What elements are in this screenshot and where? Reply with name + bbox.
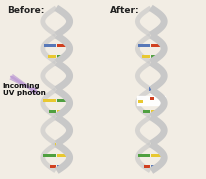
- Bar: [56, 110, 63, 113]
- Text: Incoming
UV photon: Incoming UV photon: [3, 83, 45, 96]
- Bar: [43, 154, 56, 157]
- Bar: [49, 165, 56, 168]
- Bar: [150, 44, 162, 47]
- Bar: [137, 100, 143, 103]
- Bar: [150, 110, 158, 113]
- Bar: [55, 143, 56, 146]
- Bar: [144, 165, 150, 168]
- Bar: [56, 99, 69, 102]
- Bar: [150, 165, 157, 168]
- Bar: [143, 110, 150, 113]
- Bar: [48, 110, 56, 113]
- Bar: [56, 165, 62, 168]
- Bar: [150, 143, 151, 146]
- Bar: [148, 87, 152, 91]
- Text: After:: After:: [109, 6, 139, 15]
- Bar: [44, 44, 56, 47]
- Bar: [56, 55, 64, 58]
- Bar: [149, 143, 150, 146]
- Bar: [56, 143, 57, 146]
- Text: Before:: Before:: [7, 6, 44, 15]
- Bar: [56, 44, 68, 47]
- Bar: [150, 55, 158, 58]
- Bar: [137, 154, 150, 157]
- Bar: [48, 55, 56, 58]
- Bar: [138, 44, 150, 47]
- Bar: [149, 97, 153, 100]
- Bar: [142, 55, 150, 58]
- Bar: [43, 99, 56, 102]
- Bar: [56, 154, 69, 157]
- Bar: [150, 154, 163, 157]
